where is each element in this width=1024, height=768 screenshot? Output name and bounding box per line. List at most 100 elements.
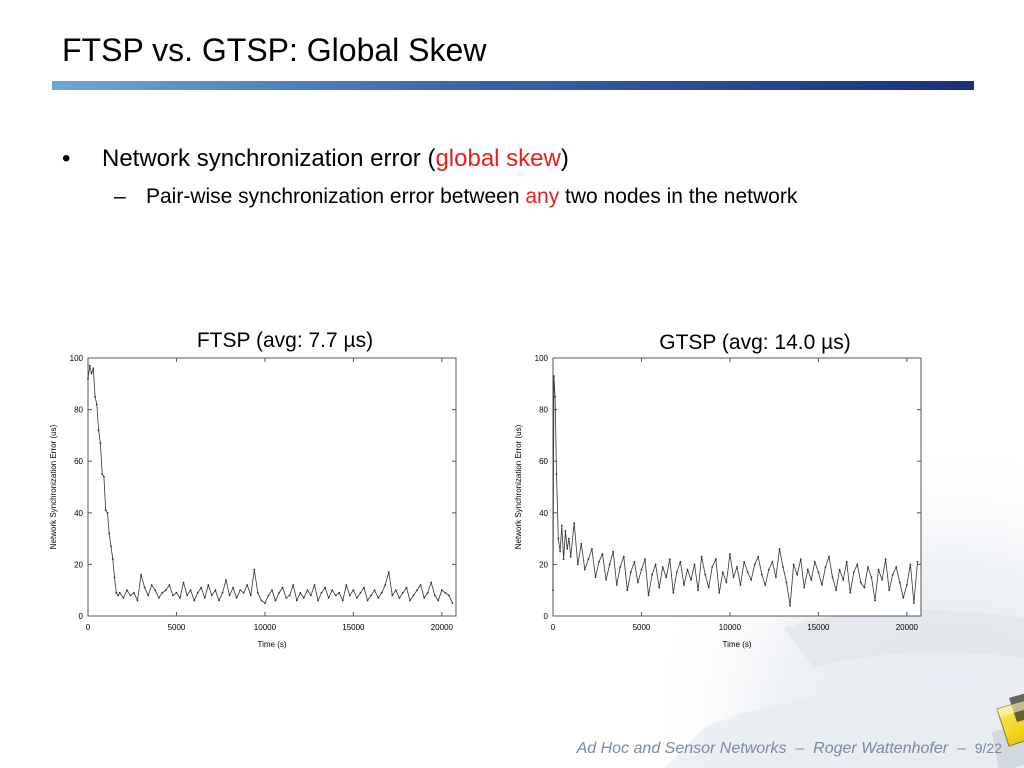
ftsp-xtick-label: 15000 <box>342 623 365 632</box>
gtsp-data-point <box>859 581 862 584</box>
ftsp-data-point <box>203 597 206 599</box>
ftsp-data-point <box>288 594 291 597</box>
ftsp-data-point <box>228 594 231 597</box>
footer-course: Ad Hoc and Sensor Networks <box>576 740 787 757</box>
gtsp-data-point <box>838 568 841 571</box>
gtsp-data-point <box>782 566 784 568</box>
ftsp-data-point <box>384 584 387 586</box>
gtsp-data-point <box>753 563 756 566</box>
ftsp-data-point <box>150 584 153 586</box>
gtsp-data-point <box>760 573 763 576</box>
ftsp-data-point <box>111 558 114 561</box>
gtsp-data-point <box>796 573 799 576</box>
ftsp-data-point <box>172 594 174 597</box>
gtsp-data-point <box>661 566 664 568</box>
gtsp-data-point <box>562 558 565 561</box>
gtsp-data-point <box>672 591 675 594</box>
gtsp-ytick-label: 80 <box>539 406 548 415</box>
gtsp-data-point <box>566 548 569 550</box>
gtsp-data-point <box>619 566 622 568</box>
ftsp-data-point <box>235 597 238 599</box>
ftsp-data-point <box>377 597 380 599</box>
ftsp-data-point <box>366 599 369 602</box>
gtsp-data-point <box>778 548 781 550</box>
ftsp-data-point <box>87 377 89 380</box>
ftsp-data-point <box>118 591 121 594</box>
gtsp-data-point <box>870 576 873 579</box>
gtsp-data-point <box>874 599 876 602</box>
gtsp-data-point <box>637 581 639 584</box>
gtsp-data-point <box>821 584 823 586</box>
ftsp-data-point <box>126 589 128 592</box>
ftsp-data-point <box>363 586 365 589</box>
gtsp-data-point <box>884 558 887 561</box>
gtsp-data-point <box>813 560 816 563</box>
gtsp-data-point <box>704 573 707 576</box>
gtsp-data-point <box>683 584 685 586</box>
gtsp-data-point <box>605 579 607 581</box>
ftsp-xtick-label: 10000 <box>254 623 277 632</box>
gtsp-data-point <box>612 550 615 553</box>
gtsp-data-point <box>775 576 777 579</box>
gtsp-data-point <box>817 571 820 573</box>
ftsp-data-point <box>338 591 341 594</box>
gtsp-data-point <box>654 563 657 566</box>
sub-bullet-text: Pair-wise synchronization error between … <box>146 183 797 211</box>
gtsp-data-point <box>594 576 597 579</box>
gtsp-data-point <box>693 563 696 566</box>
gtsp-data-point <box>867 566 869 568</box>
gtsp-data-point <box>806 568 809 571</box>
gtsp-ytick-label: 0 <box>544 612 549 621</box>
ftsp-data-point <box>348 594 351 597</box>
ftsp-data-point <box>409 599 411 602</box>
ftsp-xtick-label: 5000 <box>168 623 186 632</box>
ftsp-data-point <box>225 579 227 581</box>
gtsp-data-point <box>835 589 837 592</box>
gtsp-data-point <box>557 537 560 540</box>
gtsp-data-point <box>651 573 653 576</box>
ftsp-data-point <box>218 599 220 602</box>
gtsp-data-point <box>718 591 721 594</box>
ftsp-data-point <box>193 599 196 602</box>
gtsp-data-point <box>905 584 908 586</box>
gtsp-plot-frame <box>552 357 922 617</box>
gtsp-chart: 0 20 40 60 80 100 0 5000 10000 15000 20000 Time (s)… <box>514 354 922 649</box>
gtsp-data-point <box>746 571 749 573</box>
gtsp-data-point <box>555 473 558 475</box>
gtsp-data-point <box>842 579 845 581</box>
sub-bullet-highlight-any: any <box>525 185 560 208</box>
ftsp-data-point <box>256 591 259 594</box>
ftsp-plot-frame <box>87 357 457 617</box>
gtsp-data-point <box>591 548 593 550</box>
bullet-text-before: Network synchronization error ( <box>102 145 436 172</box>
sensor-node-image <box>992 693 1024 768</box>
ftsp-data-point <box>210 594 213 597</box>
slide-title: FTSP vs. GTSP: Global Skew <box>62 32 487 68</box>
gtsp-data-point <box>707 586 710 589</box>
gtsp-xtick-label: 10000 <box>719 623 742 632</box>
ftsp-ytick-label: 20 <box>74 560 83 569</box>
ftsp-data-point <box>370 594 372 597</box>
gtsp-data-point <box>831 576 834 579</box>
ftsp-ytick-label: 100 <box>70 354 84 363</box>
ftsp-y-axis-label: Network Synchronization Error (us) <box>49 424 58 549</box>
gtsp-data-point <box>615 584 618 586</box>
gtsp-ytick-label: 100 <box>535 354 549 363</box>
ftsp-ytick-label: 40 <box>74 509 83 518</box>
ftsp-data-point <box>451 602 454 604</box>
gtsp-xtick-label: 20000 <box>896 623 919 632</box>
gtsp-data-point <box>697 589 699 592</box>
ftsp-data-point <box>221 591 224 594</box>
gtsp-chart-title: GTSP (avg: 14.0 µs) <box>659 331 851 354</box>
ftsp-data-point <box>324 586 326 589</box>
gtsp-data-point <box>845 560 848 563</box>
gtsp-data-point <box>739 584 742 586</box>
ftsp-data-point <box>341 599 344 602</box>
ftsp-data-point <box>129 594 132 597</box>
ftsp-data-point <box>242 591 245 594</box>
ftsp-data-point <box>274 599 277 602</box>
ftsp-xtick-label: 20000 <box>431 623 454 632</box>
gtsp-data-point <box>686 568 689 571</box>
gtsp-data-point <box>626 589 629 592</box>
gtsp-data-point <box>598 560 600 563</box>
